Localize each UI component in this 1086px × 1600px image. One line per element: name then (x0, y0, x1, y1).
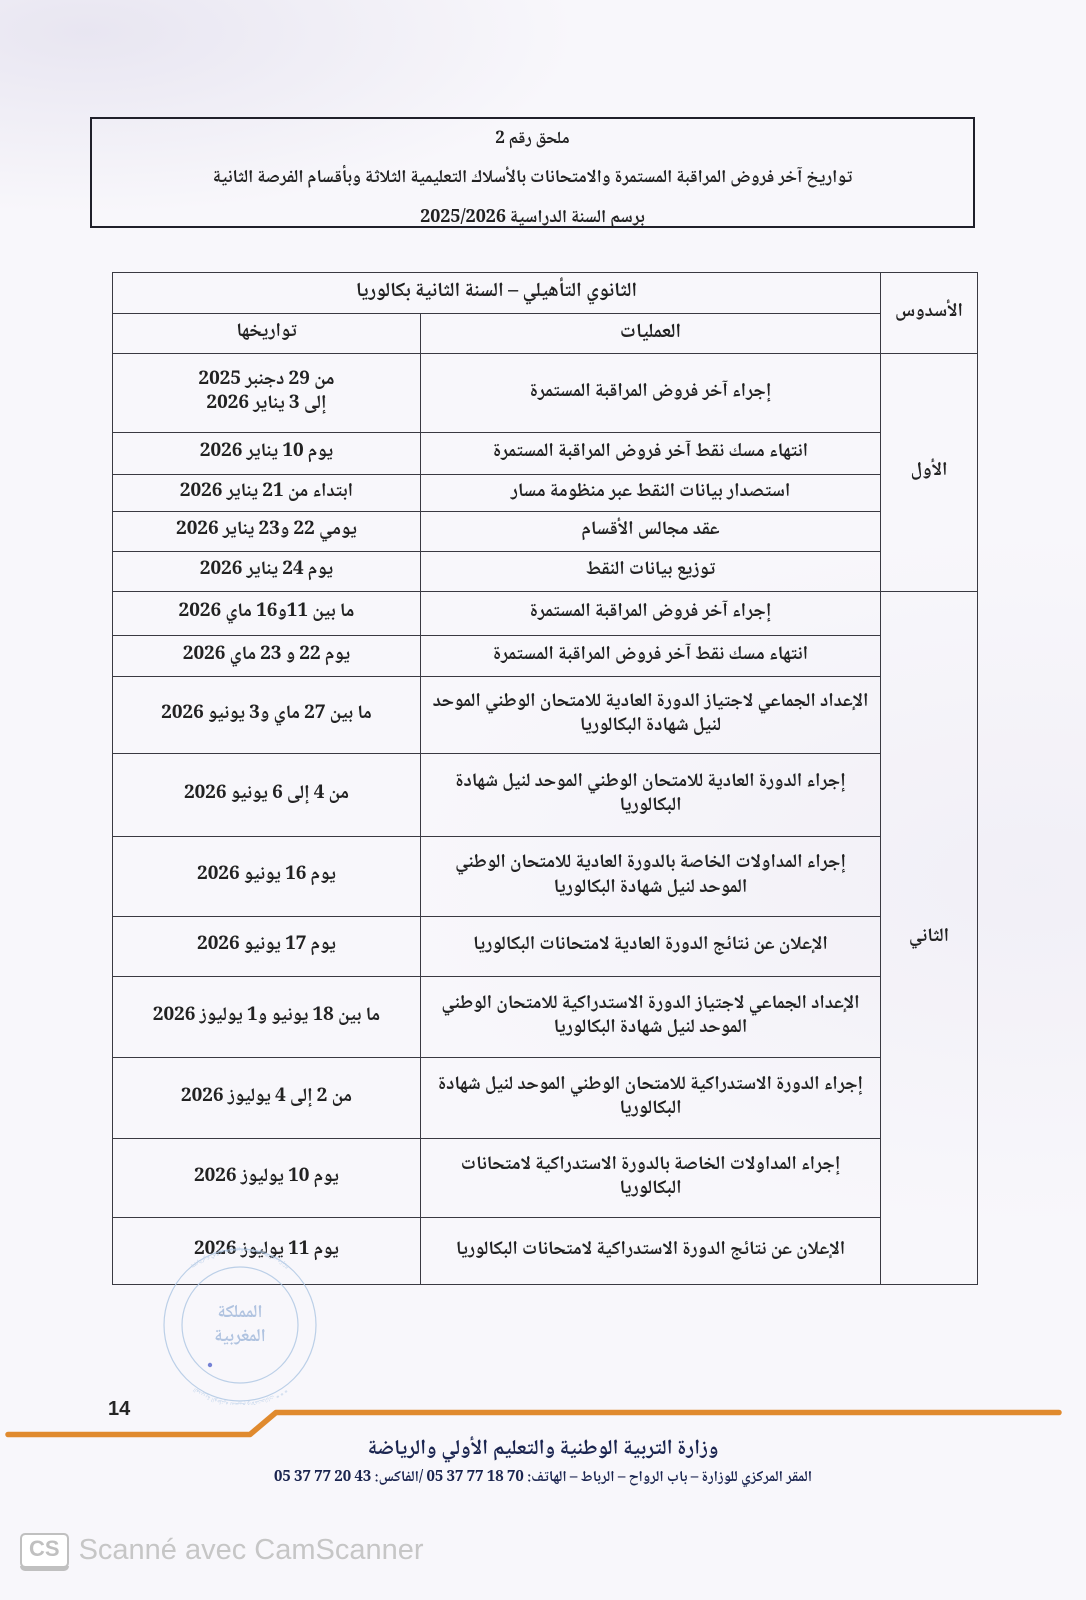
svg-text:المغربية: المغربية (214, 1323, 265, 1353)
svg-text:وزارة التربية الوطنية والتعليم: وزارة التربية الوطنية والتعليم الأولي وا… (189, 1245, 292, 1272)
